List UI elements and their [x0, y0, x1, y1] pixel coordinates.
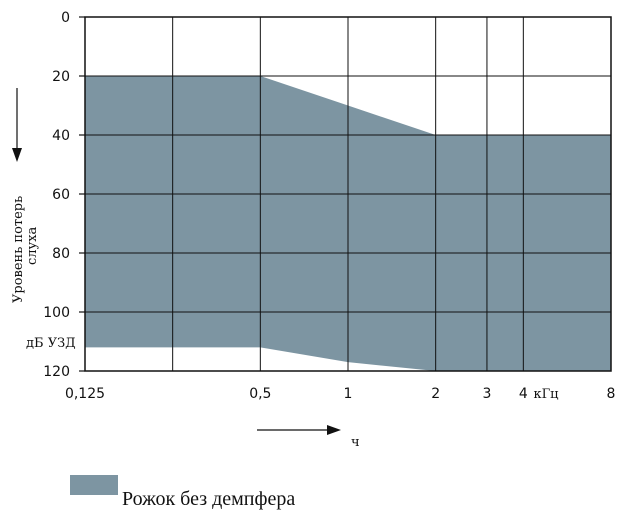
y-axis-title-line1: Уровень потерь: [11, 196, 26, 303]
y-direction-arrow: [12, 88, 22, 162]
x-tick-label-2: 1: [344, 386, 353, 402]
x-tick-label-4: 3: [482, 386, 491, 402]
x-direction-arrow: [257, 425, 341, 435]
y-tick-label-4: 80: [52, 246, 70, 262]
axis-layer: 0 20 40 60 80 100 120 0,125 0,5 1 2 3 4 8: [43, 10, 615, 402]
legend-swatch: [70, 475, 118, 495]
x-arrow-head: [327, 425, 341, 435]
y-tick-label-1: 20: [52, 69, 70, 85]
y-tick-label-5: 100: [43, 305, 70, 321]
y-arrow-head: [12, 148, 22, 162]
x-unit-label: кГц: [533, 387, 558, 402]
x-tick-label-0: 0,125: [65, 386, 105, 402]
x-axis-title: ч: [351, 435, 360, 450]
y-tick-label-3: 60: [52, 187, 70, 203]
x-tick-label-1: 0,5: [249, 386, 271, 402]
y-tick-label-2: 40: [52, 128, 70, 144]
legend-label: Рожок без демпфера: [122, 488, 296, 510]
x-tick-label-3: 2: [431, 386, 440, 402]
y-axis-title-line2: слуха: [25, 226, 40, 265]
y-tick-label-0: 0: [61, 10, 70, 26]
x-tick-label-5: 4: [519, 386, 528, 402]
x-tick-label-6: 8: [607, 386, 616, 402]
y-tick-label-6: 120: [43, 364, 70, 380]
y-unit-label: дБ УЗД: [26, 336, 76, 351]
label-layer: кГц дБ УЗД Уровень потерь слуха ч: [11, 196, 559, 450]
